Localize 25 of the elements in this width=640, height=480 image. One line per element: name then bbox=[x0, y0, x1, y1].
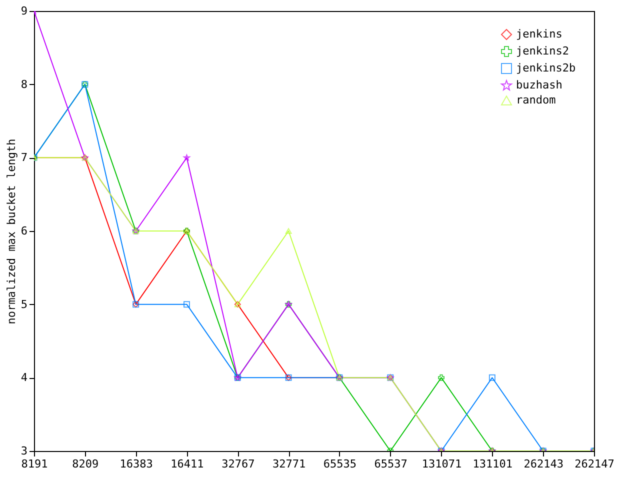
x-tick-label: 131101 bbox=[472, 458, 513, 470]
x-tick-label: 65537 bbox=[374, 458, 408, 470]
y-tick-label: 3 bbox=[20, 444, 28, 458]
x-tick-label: 16383 bbox=[120, 458, 153, 470]
x-tick-label: 8191 bbox=[21, 458, 48, 470]
legend-label: jenkins bbox=[516, 28, 562, 40]
x-tick-label: 65535 bbox=[323, 458, 357, 470]
x-tick-label: 32767 bbox=[222, 458, 255, 470]
y-tick-label: 6 bbox=[20, 224, 28, 238]
y-tick-label: 5 bbox=[20, 298, 28, 311]
y-tick-label: 4 bbox=[20, 371, 28, 384]
legend-label: buzhash bbox=[516, 78, 562, 92]
y-tick-label: 8 bbox=[20, 78, 28, 91]
legend-label: random bbox=[516, 94, 556, 106]
x-tick-label: 262143 bbox=[524, 458, 564, 470]
x-tick-label: 32771 bbox=[272, 458, 306, 470]
x-tick-label: 8209 bbox=[72, 458, 99, 470]
y-axis-title: normalized max bucket length bbox=[4, 138, 18, 324]
y-tick-label: 7 bbox=[20, 151, 28, 164]
x-tick-label: 262147 bbox=[574, 458, 614, 470]
y-tick-label: 9 bbox=[20, 4, 28, 18]
x-tick-label: 16411 bbox=[170, 458, 204, 470]
legend-label: jenkins2 bbox=[516, 44, 569, 58]
x-tick-label: 131071 bbox=[422, 458, 462, 470]
legend-label: jenkins2b bbox=[516, 62, 576, 74]
